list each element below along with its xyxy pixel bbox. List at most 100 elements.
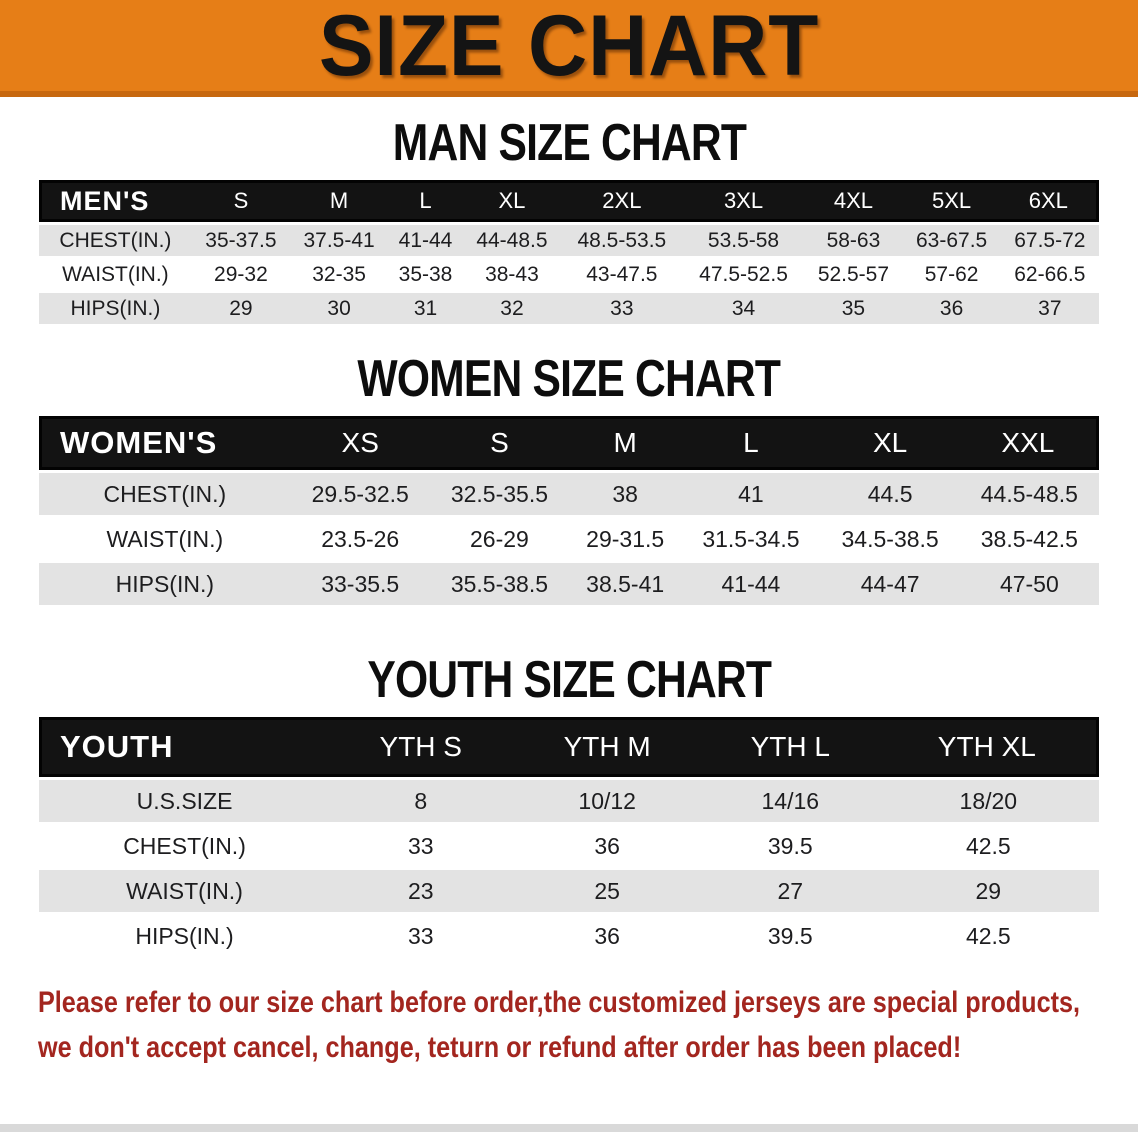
size-column-header: 4XL bbox=[804, 180, 903, 222]
value-cell: 10/12 bbox=[511, 780, 703, 822]
value-cell: 48.5-53.5 bbox=[561, 225, 683, 256]
value-cell: 8 bbox=[330, 780, 512, 822]
value-cell: 29-32 bbox=[191, 259, 290, 290]
value-cell: 42.5 bbox=[877, 825, 1099, 867]
value-cell: 23 bbox=[330, 870, 512, 912]
value-cell: 47-50 bbox=[959, 563, 1099, 605]
value-cell: 44-47 bbox=[820, 563, 960, 605]
row-label-cell: CHEST(IN.) bbox=[39, 473, 291, 515]
table-row: CHEST(IN.) 29.5-32.5 32.5-35.5 38 41 44.5 44.5… bbox=[39, 473, 1099, 515]
size-column-header: 3XL bbox=[682, 180, 805, 222]
size-column-header: XS bbox=[290, 416, 430, 470]
value-cell: 33 bbox=[330, 915, 512, 957]
value-cell: 29.5-32.5 bbox=[290, 473, 430, 515]
size-column-header: L bbox=[681, 416, 821, 470]
value-cell: 25 bbox=[511, 870, 703, 912]
table-row: HIPS(IN.) 33 36 39.5 42.5 bbox=[39, 915, 1099, 957]
table-row: WAIST(IN.) 23.5-26 26-29 29-31.5 31.5-34.5 34… bbox=[39, 518, 1099, 560]
size-column-header: M bbox=[569, 416, 682, 470]
value-cell: 37.5-41 bbox=[290, 225, 389, 256]
value-cell: 32-35 bbox=[290, 259, 389, 290]
women-size-table: WOMEN'S XS S M L XL XXL CHEST(IN.) 29.5-32.5 32.5… bbox=[39, 413, 1099, 608]
women-section-title: WOMEN SIZE CHART bbox=[0, 350, 1138, 413]
value-cell: 29-31.5 bbox=[569, 518, 682, 560]
women-size-section: WOMEN SIZE CHART WOMEN'S XS S M L XL XXL CHEST(… bbox=[0, 350, 1138, 608]
youth-size-section: YOUTH SIZE CHART YOUTH YTH S YTH M YTH L YTH… bbox=[0, 654, 1138, 960]
women-section-title-text: WOMEN SIZE CHART bbox=[357, 350, 782, 408]
value-cell: 58-63 bbox=[804, 225, 903, 256]
table-row: CHEST(IN.) 33 36 39.5 42.5 bbox=[39, 825, 1099, 867]
size-column-header: L bbox=[388, 180, 463, 222]
man-section-title: MAN SIZE CHART bbox=[0, 114, 1138, 177]
value-cell: 33-35.5 bbox=[290, 563, 430, 605]
header-label-cell: YOUTH bbox=[39, 717, 331, 777]
value-cell: 35-37.5 bbox=[191, 225, 290, 256]
value-cell: 23.5-26 bbox=[290, 518, 430, 560]
value-cell: 35-38 bbox=[388, 259, 463, 290]
value-cell: 14/16 bbox=[702, 780, 878, 822]
value-cell: 30 bbox=[290, 293, 389, 324]
size-column-header: 2XL bbox=[561, 180, 683, 222]
value-cell: 44-48.5 bbox=[462, 225, 562, 256]
value-cell: 35 bbox=[804, 293, 903, 324]
value-cell: 41 bbox=[681, 473, 821, 515]
row-label-cell: WAIST(IN.) bbox=[39, 870, 331, 912]
man-size-section: MAN SIZE CHART MEN'S S M L XL 2XL 3XL 4XL 5XL 6XL… bbox=[0, 114, 1138, 327]
value-cell: 43-47.5 bbox=[561, 259, 683, 290]
row-label-cell: HIPS(IN.) bbox=[39, 293, 192, 324]
size-table-header-row: MEN'S S M L XL 2XL 3XL 4XL 5XL 6XL bbox=[39, 180, 1099, 222]
value-cell: 39.5 bbox=[702, 825, 878, 867]
value-cell: 34 bbox=[682, 293, 805, 324]
value-cell: 26-29 bbox=[429, 518, 570, 560]
value-cell: 53.5-58 bbox=[682, 225, 805, 256]
man-section-title-text: MAN SIZE CHART bbox=[392, 114, 746, 172]
value-cell: 44.5-48.5 bbox=[959, 473, 1099, 515]
value-cell: 32 bbox=[462, 293, 562, 324]
banner-title: SIZE CHART bbox=[318, 0, 820, 94]
value-cell: 33 bbox=[561, 293, 683, 324]
table-row: CHEST(IN.) 35-37.5 37.5-41 41-44 44-48.5 48.5… bbox=[39, 225, 1099, 256]
value-cell: 38.5-42.5 bbox=[959, 518, 1099, 560]
value-cell: 52.5-57 bbox=[804, 259, 903, 290]
size-column-header: XL bbox=[462, 180, 562, 222]
row-label-cell: HIPS(IN.) bbox=[39, 563, 291, 605]
value-cell: 57-62 bbox=[902, 259, 1001, 290]
disclaimer-line-1: Please refer to our size chart before or… bbox=[38, 986, 1081, 1019]
value-cell: 29 bbox=[191, 293, 290, 324]
value-cell: 36 bbox=[511, 915, 703, 957]
value-cell: 39.5 bbox=[702, 915, 878, 957]
value-cell: 47.5-52.5 bbox=[682, 259, 805, 290]
row-label-cell: WAIST(IN.) bbox=[39, 259, 192, 290]
row-label-cell: CHEST(IN.) bbox=[39, 825, 331, 867]
size-table-header-row: WOMEN'S XS S M L XL XXL bbox=[39, 416, 1099, 470]
table-row: U.S.SIZE 8 10/12 14/16 18/20 bbox=[39, 780, 1099, 822]
value-cell: 36 bbox=[511, 825, 703, 867]
bottom-edge-strip bbox=[0, 1124, 1138, 1132]
value-cell: 36 bbox=[902, 293, 1001, 324]
value-cell: 31 bbox=[388, 293, 463, 324]
size-chart-banner: SIZE CHART bbox=[0, 0, 1138, 97]
value-cell: 27 bbox=[702, 870, 878, 912]
size-column-header: 5XL bbox=[902, 180, 1001, 222]
value-cell: 34.5-38.5 bbox=[820, 518, 960, 560]
disclaimer-line-2: we don't accept cancel, change, teturn o… bbox=[38, 1031, 962, 1064]
table-row: HIPS(IN.) 29 30 31 32 33 34 35 36 37 bbox=[39, 293, 1099, 324]
table-row: WAIST(IN.) 23 25 27 29 bbox=[39, 870, 1099, 912]
value-cell: 42.5 bbox=[877, 915, 1099, 957]
value-cell: 41-44 bbox=[681, 563, 821, 605]
table-row: WAIST(IN.) 29-32 32-35 35-38 38-43 43-47.5 47.… bbox=[39, 259, 1099, 290]
value-cell: 62-66.5 bbox=[1000, 259, 1099, 290]
size-column-header: XL bbox=[820, 416, 960, 470]
size-column-header: S bbox=[191, 180, 290, 222]
youth-section-title: YOUTH SIZE CHART bbox=[0, 654, 1138, 714]
value-cell: 32.5-35.5 bbox=[429, 473, 570, 515]
man-size-table: MEN'S S M L XL 2XL 3XL 4XL 5XL 6XL CHEST(IN.) 35-37… bbox=[39, 177, 1099, 327]
value-cell: 37 bbox=[1000, 293, 1099, 324]
value-cell: 38 bbox=[569, 473, 682, 515]
value-cell: 41-44 bbox=[388, 225, 463, 256]
size-column-header: 6XL bbox=[1000, 180, 1099, 222]
size-column-header: YTH XL bbox=[877, 717, 1099, 777]
row-label-cell: HIPS(IN.) bbox=[39, 915, 331, 957]
table-row: HIPS(IN.) 33-35.5 35.5-38.5 38.5-41 41-44 44-… bbox=[39, 563, 1099, 605]
value-cell: 31.5-34.5 bbox=[681, 518, 821, 560]
